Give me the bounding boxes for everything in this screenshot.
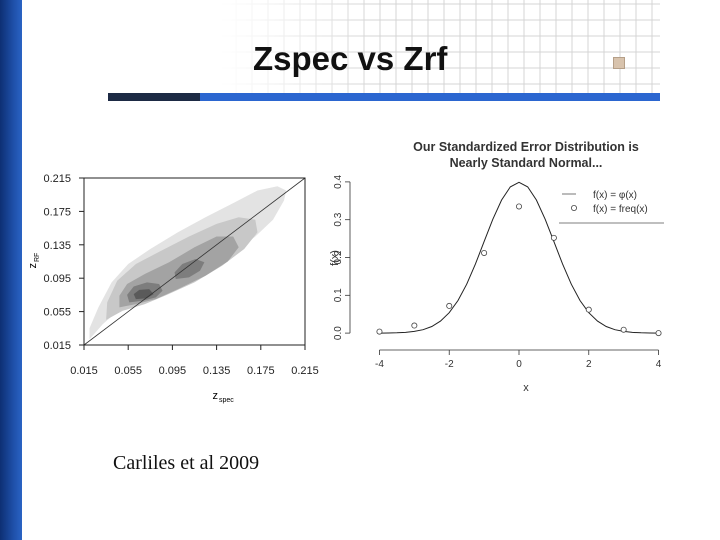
x-tick-label: 0.015 — [70, 365, 98, 377]
frequency-point — [620, 326, 627, 333]
x-tick-label: -4 — [375, 359, 384, 370]
legend-entry-points: f(x) = freq(x) — [593, 204, 648, 215]
frequency-point — [446, 302, 453, 309]
title-rule-blue — [200, 93, 660, 101]
y-tick-label: 0.055 — [43, 307, 71, 319]
frequency-point — [411, 322, 418, 329]
citation-caption: Carliles et al 2009 — [113, 452, 260, 474]
y-tick-label: 0.095 — [43, 273, 71, 285]
density-contour-chart: 0.015 0.055 0.095 0.135 0.175 0.215 0.015 0.05… — [27, 173, 319, 404]
y-axis-label-sub: RF — [34, 253, 41, 262]
y-axis-label: f(x) — [329, 250, 341, 266]
x-tick-label: 0 — [516, 359, 522, 370]
y-axis-label: z RF — [27, 253, 41, 269]
x-axis-label-main: z — [213, 390, 219, 402]
frequency-point — [376, 328, 383, 335]
y-tick-label: 0.135 — [43, 240, 71, 252]
y-tick-label: 0.4 — [333, 175, 344, 189]
y-tick-label: 0.1 — [333, 288, 344, 302]
normal-density-curve — [379, 181, 659, 334]
y-tick-label: 0.015 — [43, 340, 71, 352]
background-grid — [220, 0, 660, 100]
y-tick-label: 0.0 — [333, 326, 344, 340]
x-tick-label: 0.135 — [203, 365, 231, 377]
identity-line — [83, 177, 306, 346]
decorative-square — [613, 57, 625, 69]
slide-title: Zspec vs Zrf — [253, 40, 448, 77]
error-distribution-chart: Our Standardized Error Distribution is N… — [329, 140, 664, 394]
x-tick-label: 0.215 — [291, 365, 319, 377]
x-tick-label: 4 — [656, 359, 662, 370]
y-tick-label: 0.175 — [43, 206, 71, 218]
legend: f(x) = φ(x) f(x) = freq(x) — [559, 190, 664, 224]
frequency-point — [481, 249, 488, 256]
frequency-point — [515, 203, 522, 210]
x-axis-label-sub: spec — [219, 397, 234, 404]
title-rule-dark — [108, 93, 200, 101]
density-contour-level-4 — [174, 259, 205, 279]
frequency-point — [550, 234, 557, 241]
legend-entry-curve: f(x) = φ(x) — [593, 190, 637, 201]
x-tick-label: -2 — [445, 359, 454, 370]
x-tick-label: 2 — [586, 359, 592, 370]
y-tick-label: 0.215 — [43, 173, 71, 185]
y-tick-label: 0.2 — [333, 250, 344, 264]
y-axis-label-main: z — [27, 263, 39, 269]
x-tick-label: 0.095 — [159, 365, 187, 377]
frequency-point — [585, 306, 592, 313]
chart-subtitle: Nearly Standard Normal... — [450, 156, 603, 170]
chart-title: Our Standardized Error Distribution is — [413, 140, 639, 154]
x-axis-label: z spec — [213, 390, 235, 404]
x-tick-label: 0.175 — [247, 365, 275, 377]
legend-point-swatch — [570, 205, 577, 212]
y-tick-label: 0.3 — [333, 212, 344, 226]
plot-frame — [83, 177, 306, 346]
frequency-point — [655, 330, 662, 337]
left-accent-bar — [0, 0, 22, 540]
x-axis-label: x — [523, 382, 529, 394]
x-tick-label: 0.055 — [114, 365, 142, 377]
